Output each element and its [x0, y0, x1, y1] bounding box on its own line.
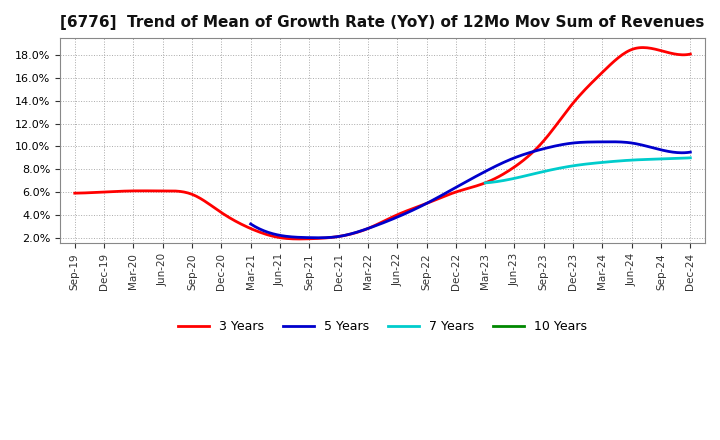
7 Years	[686, 155, 695, 161]
3 Years	[639, 45, 647, 50]
Title: [6776]  Trend of Mean of Growth Rate (YoY) of 12Mo Mov Sum of Revenues: [6776] Trend of Mean of Growth Rate (YoY…	[60, 15, 705, 30]
5 Years	[517, 153, 526, 158]
5 Years	[248, 222, 256, 227]
Line: 3 Years: 3 Years	[75, 48, 690, 239]
3 Years	[73, 191, 81, 196]
5 Years	[620, 139, 629, 145]
5 Years	[510, 155, 518, 161]
5 Years	[686, 150, 695, 155]
Line: 5 Years: 5 Years	[251, 142, 690, 238]
3 Years	[591, 76, 600, 81]
3 Years	[437, 195, 446, 200]
7 Years	[654, 156, 662, 161]
5 Years	[246, 221, 255, 227]
7 Years	[603, 159, 611, 165]
Legend: 3 Years, 5 Years, 7 Years, 10 Years: 3 Years, 5 Years, 7 Years, 10 Years	[173, 315, 593, 338]
5 Years	[648, 145, 657, 150]
3 Years	[686, 51, 695, 57]
7 Years	[603, 159, 611, 165]
5 Years	[508, 156, 517, 161]
3 Years	[295, 236, 304, 242]
5 Years	[314, 235, 323, 240]
3 Years	[449, 190, 458, 195]
3 Years	[71, 191, 79, 196]
7 Years	[606, 159, 615, 164]
3 Years	[439, 194, 448, 199]
3 Years	[631, 46, 639, 51]
7 Years	[482, 180, 490, 186]
Line: 7 Years: 7 Years	[485, 158, 690, 183]
5 Years	[607, 139, 616, 144]
7 Years	[667, 156, 675, 161]
7 Years	[481, 180, 490, 186]
